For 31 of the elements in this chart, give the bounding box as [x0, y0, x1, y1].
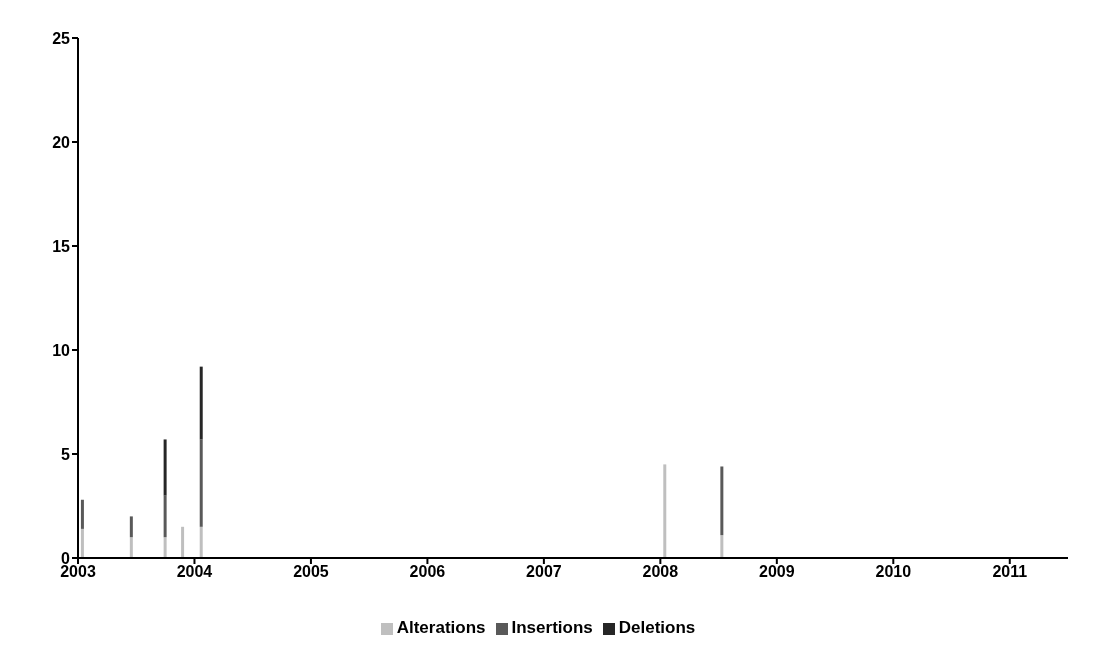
y-tick-label: 25: [52, 29, 71, 47]
x-tick-label: 2009: [759, 563, 795, 581]
bar: [720, 535, 724, 558]
legend-label: Insertions: [511, 618, 593, 637]
bar: [129, 537, 133, 558]
y-tick-label: 15: [52, 237, 71, 255]
legend-label: Alterations: [396, 618, 486, 637]
x-tick-label: 2003: [60, 563, 96, 581]
bar: [163, 439, 167, 496]
bar: [80, 499, 84, 529]
bar: [80, 528, 84, 558]
bar: [181, 526, 185, 558]
x-tick-label: 2004: [176, 563, 213, 581]
x-tick-label: 2005: [293, 563, 329, 581]
bar: [199, 366, 203, 440]
x-tick-label: 2006: [409, 563, 446, 581]
bar: [163, 537, 167, 558]
x-tick-label: 2007: [526, 563, 562, 581]
bar: [129, 516, 133, 538]
y-tick-label: 5: [61, 445, 71, 463]
bar: [163, 495, 167, 538]
x-tick-label: 2011: [992, 563, 1028, 581]
bar: [199, 526, 203, 558]
legend-label: Deletions: [618, 618, 696, 637]
y-tick-label: 20: [52, 133, 71, 151]
bar: [720, 466, 724, 536]
bar: [663, 464, 667, 558]
x-tick-label: 2010: [875, 563, 912, 581]
bar: [199, 439, 203, 527]
y-tick-label: 10: [52, 341, 71, 359]
x-tick-label: 2008: [642, 563, 679, 581]
